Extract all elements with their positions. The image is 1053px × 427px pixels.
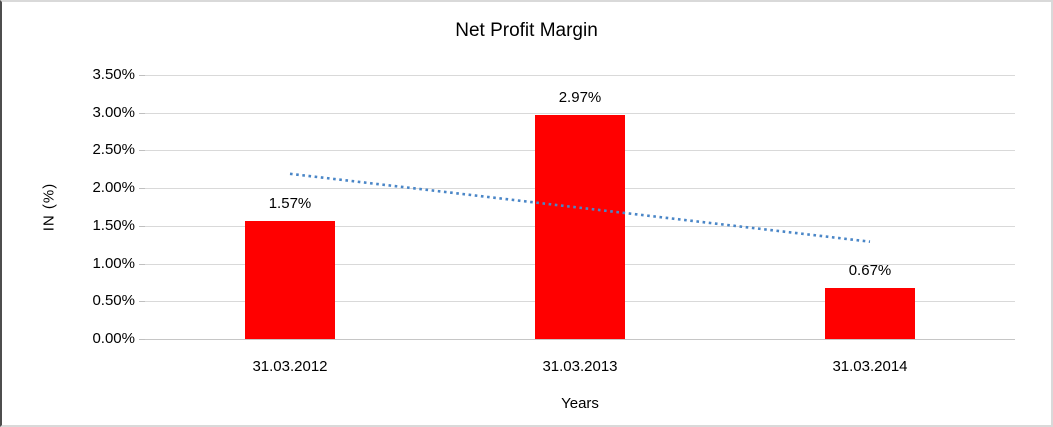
data-label: 1.57% — [268, 194, 312, 212]
y-tick-label: 0.50% — [92, 292, 135, 310]
data-label: 2.97% — [558, 88, 602, 106]
x-tick-label: 31.03.2014 — [832, 358, 908, 375]
bar-31.03.2013 — [535, 114, 625, 339]
y-axis-title: IN (%) — [40, 182, 58, 232]
plot-area: 1.57% 2.97% 0.67% — [145, 75, 1015, 340]
y-tick-label: 3.00% — [92, 103, 135, 121]
gridline — [145, 75, 1015, 76]
y-axis-tick — [139, 263, 145, 265]
y-axis-tick — [139, 301, 145, 303]
chart-title: Net Profit Margin — [455, 20, 598, 41]
gridline — [145, 112, 1015, 114]
y-axis-tick — [139, 225, 145, 227]
x-axis-line — [145, 339, 1015, 340]
x-tick-label: 31.03.2013 — [542, 358, 618, 375]
x-axis-title: Years — [561, 395, 599, 412]
x-tick-label: 31.03.2012 — [252, 358, 328, 375]
y-axis-tick — [139, 339, 145, 340]
y-tick-label: 3.50% — [92, 66, 135, 83]
y-axis-tick — [139, 150, 145, 152]
data-label: 0.67% — [848, 262, 892, 280]
bar-31.03.2014 — [825, 288, 915, 339]
y-axis-tick — [139, 188, 145, 190]
y-tick-label: 2.00% — [92, 179, 135, 197]
y-tick-label: 2.50% — [92, 141, 135, 159]
y-axis-tick — [139, 75, 145, 76]
bar-31.03.2012 — [245, 220, 335, 339]
y-tick-label: 1.50% — [92, 216, 135, 234]
y-tick-label: 1.00% — [92, 254, 135, 272]
y-axis-tick — [139, 112, 145, 114]
y-tick-label: 0.00% — [92, 330, 135, 347]
